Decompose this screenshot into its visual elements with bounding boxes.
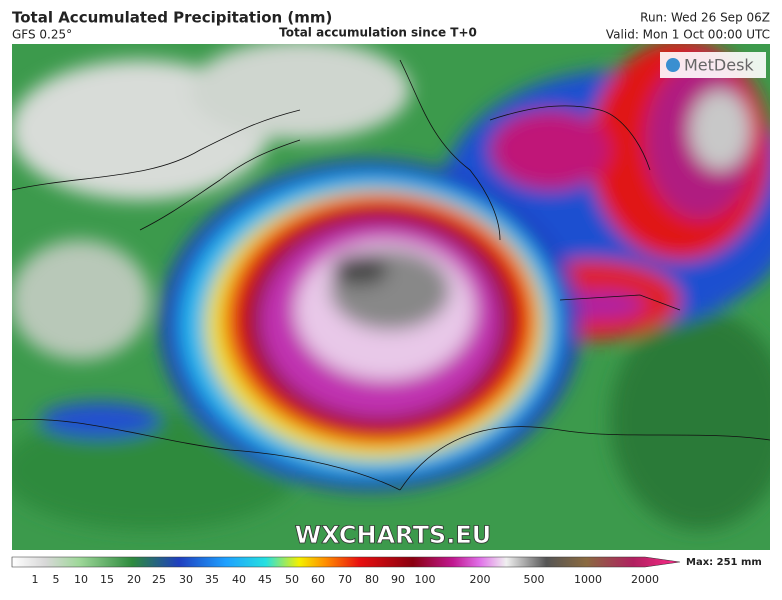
colorbar-label: 1 bbox=[32, 573, 39, 586]
title: Total Accumulated Precipitation (mm) bbox=[12, 9, 332, 27]
colorbar-label: 15 bbox=[100, 573, 114, 586]
precipitation-map bbox=[12, 44, 770, 550]
colorbar-label: 50 bbox=[285, 573, 299, 586]
colorbar-label: 1000 bbox=[574, 573, 602, 586]
valid: Valid: Mon 1 Oct 00:00 UTC bbox=[606, 28, 770, 42]
model: GFS 0.25° bbox=[12, 28, 72, 42]
colorbar-label: 30 bbox=[179, 573, 193, 586]
colorbar-labels: 1 5 10 15 20 25 30 35 40 45 50 60 70 80 90 100 200 500 100… bbox=[32, 573, 660, 586]
colorbar-label: 5 bbox=[53, 573, 60, 586]
colorbar-label: 70 bbox=[338, 573, 352, 586]
colorbar-label: 200 bbox=[470, 573, 491, 586]
colorbar-label: 45 bbox=[258, 573, 272, 586]
colorbar-label: 500 bbox=[524, 573, 545, 586]
colorbar-label: 60 bbox=[311, 573, 325, 586]
coastlines bbox=[12, 59, 770, 491]
run: Run: Wed 26 Sep 06Z bbox=[640, 11, 770, 25]
logo-text: MetDesk bbox=[684, 56, 754, 75]
colorbar-label: 90 bbox=[391, 573, 405, 586]
colorbar-label: 35 bbox=[205, 573, 219, 586]
logo: MetDesk bbox=[660, 52, 766, 78]
colorbar-label: 10 bbox=[74, 573, 88, 586]
colorbar-label: 80 bbox=[365, 573, 379, 586]
watermark: WXCHARTS.EU bbox=[295, 521, 491, 549]
colorbar bbox=[11, 556, 681, 568]
subtitle: Total accumulation since T+0 bbox=[279, 26, 477, 40]
colorbar-label: 100 bbox=[415, 573, 436, 586]
colorbar-label: 20 bbox=[127, 573, 141, 586]
colorbar-label: 40 bbox=[232, 573, 246, 586]
colorbar-label: 2000 bbox=[631, 573, 659, 586]
colorbar-label: 25 bbox=[152, 573, 166, 586]
max-value: Max: 251 mm bbox=[686, 557, 762, 568]
